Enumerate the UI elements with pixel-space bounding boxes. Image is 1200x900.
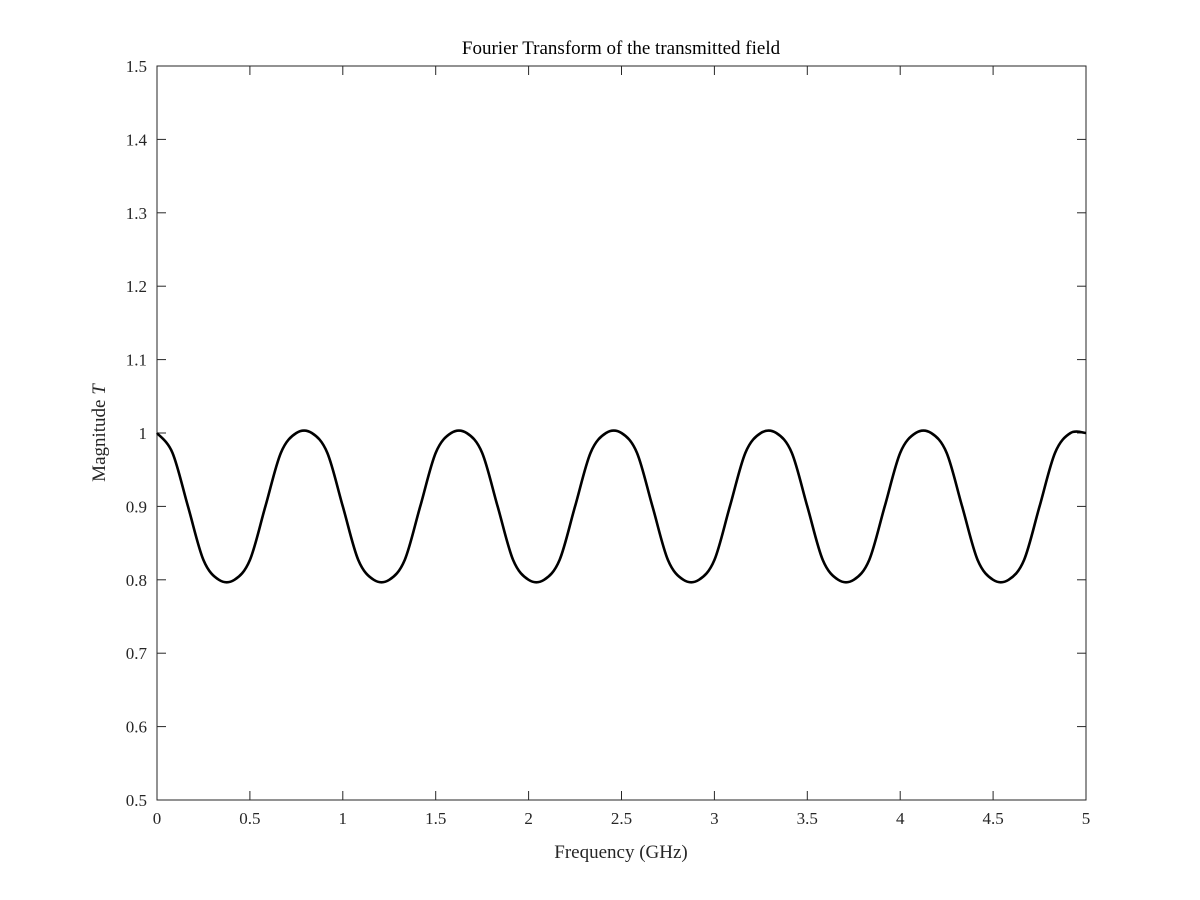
y-tick-label: 1 (139, 424, 148, 443)
x-tick-label: 1 (339, 809, 348, 828)
x-tick-label: 1.5 (425, 809, 446, 828)
y-tick-label: 1.3 (126, 204, 147, 223)
y-tick-label: 1.1 (126, 351, 147, 370)
x-tick-label: 4 (896, 809, 905, 828)
y-tick-label: 0.7 (126, 644, 148, 663)
series-line-0 (155, 429, 1087, 584)
x-tick-label: 0 (153, 809, 162, 828)
y-tick-label: 1.2 (126, 277, 147, 296)
ticks: 0 0.5 1 1.5 2 2.5 3 3.5 4 4.5 5 0.5 0.6 0.7 0.8 0.9 1 1.1… (126, 57, 1091, 828)
y-tick-label: 0.8 (126, 571, 147, 590)
y-axis-label-symbol: T (89, 383, 110, 395)
x-axis-label: Frequency (GHz) (554, 842, 687, 863)
x-tick-label: 5 (1082, 809, 1091, 828)
plot-area (155, 429, 1087, 584)
y-axis-label: Magnitude T (89, 383, 110, 482)
x-tick-label: 2.5 (611, 809, 632, 828)
x-tick-label: 4.5 (982, 809, 1003, 828)
y-tick-label: 1.5 (126, 57, 147, 76)
y-tick-label: 1.4 (126, 130, 148, 149)
y-tick-label: 0.6 (126, 718, 147, 737)
y-tick-label: 0.5 (126, 791, 147, 810)
y-axis-label-text: Magnitude (89, 395, 110, 482)
x-tick-label: 3 (710, 809, 719, 828)
x-tick-label: 3.5 (797, 809, 818, 828)
y-tick-label: 0.9 (126, 497, 147, 516)
x-tick-label: 0.5 (239, 809, 260, 828)
chart-title: Fourier Transform of the transmitted fie… (462, 38, 781, 59)
x-tick-label: 2 (524, 809, 533, 828)
